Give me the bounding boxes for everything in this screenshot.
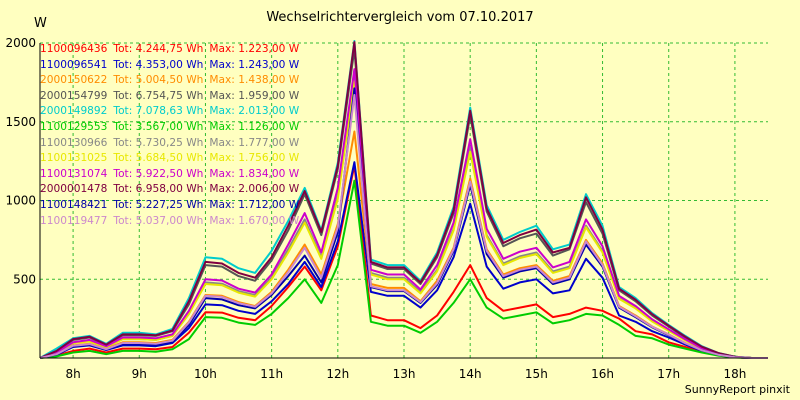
legend-max: Max: 1.126,00 W — [209, 120, 300, 133]
x-tick-label: 11h — [260, 367, 283, 381]
legend-entry-9: 1100131074 Tot: 5.922,50 Wh Max: 1.834,00 … — [40, 167, 299, 183]
legend-entry-12: 1100119477 Tot: 5.037,00 Wh Max: 1.670,00 … — [40, 214, 299, 230]
legend-serial: 1100129553 — [40, 120, 108, 133]
legend-tot: Tot: 5.227,25 Wh — [113, 198, 204, 211]
legend-entry-3: 2000150622 Tot: 5.004,50 Wh Max: 1.438,00 … — [40, 73, 299, 89]
legend-max: Max: 1.223,00 W — [209, 43, 300, 55]
legend-max: Max: 1.959,00 W — [209, 89, 300, 102]
legend-tot: Tot: 7.078,63 Wh — [113, 105, 204, 118]
legend-max: Max: 1.834,00 W — [209, 167, 300, 180]
y-axis-unit: W — [34, 16, 47, 31]
legend-tot: Tot: 5.004,50 Wh — [113, 74, 204, 87]
legend-tot: Tot: 5.037,00 Wh — [113, 214, 204, 227]
legend-tot: Tot: 6.754,75 Wh — [113, 89, 204, 102]
x-tick-label: 17h — [657, 367, 680, 381]
legend-entry-7: 1100130966 Tot: 5.730,25 Wh Max: 1.777,00 … — [40, 136, 299, 152]
x-tick-label: 15h — [525, 367, 548, 381]
legend-max: Max: 2.006,00 W — [209, 183, 300, 196]
series-line-2 — [39, 161, 768, 359]
tick-labels: 8h 9h 10h 11h 12h 13h 14h 15h 16h 17h 18h 500 1000 15… — [5, 36, 746, 381]
series-line-1 — [39, 164, 768, 359]
legend-tot: Tot: 6.958,00 Wh — [113, 183, 204, 196]
legend-tot: Tot: 5.730,25 Wh — [113, 136, 204, 149]
axes — [39, 43, 768, 359]
y-tick-label: 1000 — [5, 194, 36, 208]
x-tick-label: 10h — [194, 367, 217, 381]
legend-tot: Tot: 4.244,75 Wh — [113, 43, 204, 55]
legend-max: Max: 2.013,00 W — [209, 105, 300, 118]
legend-tot: Tot: 4.353,00 Wh — [113, 58, 204, 71]
legend-max: Max: 1.438,00 W — [209, 74, 300, 87]
series-lines — [39, 40, 768, 359]
x-tick-label: 13h — [393, 367, 416, 381]
legend-entry-2: 1100096541 Tot: 4.353,00 Wh Max: 1.243,00 … — [40, 58, 299, 74]
legend-entry-10: 2000001478 Tot: 6.958,00 Wh Max: 2.006,00 … — [40, 182, 299, 198]
legend-entry-6: 1100129553 Tot: 3.567,00 Wh Max: 1.126,00 … — [40, 120, 299, 136]
legend-max: Max: 1.756,00 W — [209, 152, 300, 165]
y-tick-label: 1500 — [5, 115, 36, 129]
series-line-10 — [39, 41, 768, 359]
x-tick-label: 14h — [459, 367, 482, 381]
legend-entry-8: 1100131025 Tot: 5.684,50 Wh Max: 1.756,00 … — [40, 151, 299, 167]
x-tick-label: 8h — [65, 367, 80, 381]
y-tick-label: 2000 — [5, 36, 36, 50]
legend-entry-11: 1100148421 Tot: 5.227,25 Wh Max: 1.712,00 … — [40, 198, 299, 214]
x-tick-label: 16h — [591, 367, 614, 381]
legend-serial: 1100148421 — [40, 198, 108, 211]
legend-serial: 2000001478 — [40, 183, 108, 196]
legend-tot: Tot: 5.922,50 Wh — [113, 167, 204, 180]
legend-serial: 1100096436 — [40, 43, 108, 55]
legend-entry-1: 1100096436 Tot: 4.244,75 Wh Max: 1.223,00 … — [40, 42, 299, 58]
y-tick-label: 500 — [13, 272, 36, 286]
legend-serial: 2000150622 — [40, 74, 108, 87]
gridlines — [40, 42, 768, 358]
legend-serial: 1100096541 — [40, 58, 108, 71]
legend-serial: 1100131025 — [40, 152, 108, 165]
legend-serial: 1100130966 — [40, 136, 108, 149]
legend-entry-4: 2000154799 Tot: 6.754,75 Wh Max: 1.959,00 … — [40, 89, 299, 105]
legend-serial: 2000149892 — [40, 105, 108, 118]
x-tick-label: 18h — [723, 367, 746, 381]
legend-max: Max: 1.712,00 W — [209, 198, 300, 211]
series-line-9 — [39, 68, 768, 359]
legend-entry-5: 2000149892 Tot: 7.078,63 Wh Max: 2.013,00 … — [40, 104, 299, 120]
series-line-8 — [39, 80, 768, 359]
series-line-6 — [39, 179, 768, 359]
legend-max: Max: 1.777,00 W — [209, 136, 300, 149]
legend-serial: 1100119477 — [40, 214, 108, 227]
legend-max: Max: 1.243,00 W — [209, 58, 300, 71]
legend-tot: Tot: 3.567,00 Wh — [113, 120, 204, 133]
legend-serial: 2000154799 — [40, 89, 108, 102]
series-line-12 — [39, 94, 768, 359]
footer-credit: SunnyReport pinxit — [684, 383, 790, 396]
chart-title: Wechselrichtervergleich vom 07.10.2017 — [266, 10, 534, 25]
legend-tot: Tot: 5.684,50 Wh — [113, 152, 204, 165]
legend: 1100096436 Tot: 4.244,75 Wh Max: 1.223,00 … — [40, 42, 299, 229]
legend-max: Max: 1.670,00 W — [209, 214, 300, 227]
x-tick-label: 12h — [326, 367, 349, 381]
x-tick-label: 9h — [132, 367, 147, 381]
legend-serial: 1100131074 — [40, 167, 108, 180]
